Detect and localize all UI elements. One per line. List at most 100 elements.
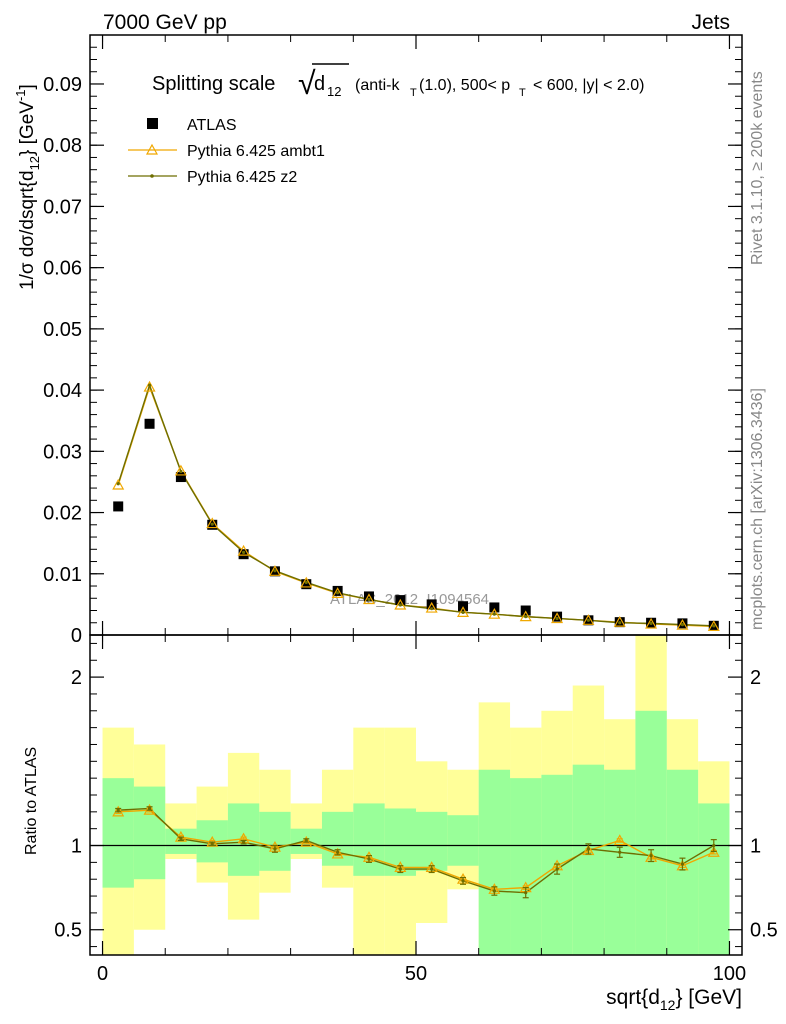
legend-entry-z2: Pythia 6.425 z2 <box>128 169 297 186</box>
title-paren-a-sub: T <box>410 87 417 99</box>
atlas-point <box>426 599 437 610</box>
z2-point <box>367 597 371 602</box>
ambt1-point <box>362 593 376 605</box>
ratio-point-z2 <box>179 837 183 841</box>
title-sqrt-sub: 12 <box>327 84 341 99</box>
ratio-ylabel: Ratio to ATLAS <box>23 747 40 855</box>
ratio-plot <box>90 635 742 955</box>
ambt1-point <box>112 478 125 490</box>
ratio-band-green <box>353 803 385 876</box>
chart-title: Splitting scale √ d 12 (anti-k T (1.0), … <box>152 63 645 101</box>
atlas-point <box>301 579 312 590</box>
atlas-point <box>363 591 374 602</box>
z2-point <box>210 522 214 526</box>
ratio-band-green <box>572 764 605 955</box>
ratio-band-green <box>133 786 166 880</box>
atlas-point <box>144 418 155 429</box>
z2-point <box>618 621 622 625</box>
header-energy-label: 7000 GeV pp <box>103 11 227 34</box>
title-paren-a: (anti-k <box>355 77 400 94</box>
ratio-band-green <box>604 769 636 955</box>
header-process-label: Jets <box>691 11 730 34</box>
ratio-point-z2 <box>304 838 308 843</box>
ambt1-point <box>488 607 501 619</box>
title-prefix: Splitting scale <box>152 73 275 95</box>
z2-point <box>712 624 716 628</box>
legend-entry-ambt1: Pythia 6.425 ambt1 <box>128 143 325 160</box>
z2-point <box>680 622 685 627</box>
ratio-point-z2 <box>555 867 559 871</box>
ratio-line-ambt1 <box>118 809 715 891</box>
z2-point <box>555 616 559 621</box>
main-ytick-label: 0.07 <box>43 196 82 218</box>
z2-point <box>273 569 277 573</box>
ratio-point-z2 <box>147 806 152 811</box>
main-ytick-label: 0.06 <box>43 258 82 280</box>
ratio-point-z2 <box>680 862 685 866</box>
title-paren-c: < 600, |y| < 2.0) <box>533 77 645 94</box>
ratio-point-z2 <box>618 850 622 854</box>
ratio-ytick-label: 0.5 <box>54 920 82 942</box>
legend-ambt1-label: Pythia 6.425 ambt1 <box>187 143 325 160</box>
main-ytick-label: 0 <box>71 625 82 647</box>
ratio-point-z2 <box>586 847 591 851</box>
ambt1-point <box>551 612 564 624</box>
rivet-version-label: Rivet 3.1.10, ≥ 200k events <box>749 71 766 265</box>
ambt1-point <box>331 587 344 598</box>
ratio-point-z2 <box>241 840 246 844</box>
title-paren-b: (1.0), 500< p <box>419 77 510 94</box>
ratio-band-green <box>478 769 511 955</box>
z2-point <box>304 580 308 584</box>
atlas-point <box>332 585 343 596</box>
z2-point <box>241 550 246 554</box>
z2-point <box>461 610 465 614</box>
main-ytick-label: 0.02 <box>43 503 82 525</box>
title-sqrt-symbol: √ <box>298 65 316 101</box>
ambt1-point <box>425 601 438 613</box>
ratio-xlabel: sqrt{d12} [GeV] <box>606 986 742 1013</box>
ratio-ytick-label-right: 1 <box>750 836 761 858</box>
ratio-point-z2 <box>273 847 277 851</box>
ambt1-point <box>394 598 407 610</box>
atlas-point <box>113 501 124 512</box>
ratio-point-z2 <box>430 867 434 871</box>
ratio-ytick-label: 1 <box>71 836 82 858</box>
atlas-point <box>238 549 249 560</box>
xtick-label: 0 <box>97 963 108 985</box>
main-ytick-label: 0.05 <box>43 319 82 341</box>
ratio-point-z2 <box>712 843 716 848</box>
ambt1-point <box>707 620 720 632</box>
ratio-point-z2 <box>367 857 371 861</box>
legend-atlas-label: ATLAS <box>187 117 237 134</box>
legend: ATLAS Pythia 6.425 ambt1 Pythia 6.425 z2 <box>128 117 325 186</box>
ratio-ytick-label-right: 2 <box>750 667 761 689</box>
z2-point <box>336 591 340 595</box>
ratio-band-green <box>321 811 354 866</box>
atlas-point <box>552 611 563 622</box>
ratio-band-green <box>698 803 730 955</box>
legend-ambt1-marker <box>145 143 159 155</box>
main-ytick-label: 0.01 <box>43 564 82 586</box>
atlas-point <box>489 602 500 613</box>
ambt1-point <box>676 618 689 630</box>
ambt1-point <box>237 544 250 556</box>
ambt1-point <box>456 606 470 617</box>
ratio-point-z2 <box>461 879 465 883</box>
ambt1-point <box>645 617 658 629</box>
main-ytick-label: 0.09 <box>43 74 82 96</box>
legend-atlas-marker <box>147 118 158 129</box>
z2-point <box>524 615 528 619</box>
legend-entry-atlas: ATLAS <box>147 117 237 134</box>
xtick-label: 50 <box>405 963 427 985</box>
legend-z2-label: Pythia 6.425 z2 <box>187 169 297 186</box>
ratio-point-z2 <box>524 891 528 895</box>
ratio-ytick-label-right: 0.5 <box>750 920 778 942</box>
mcplots-label: mcplots.cern.ch [arXiv:1306.3436] <box>749 388 766 630</box>
legend-z2-marker <box>150 174 154 178</box>
title-paren-b-sub: T <box>519 87 526 99</box>
z2-point <box>492 612 496 616</box>
ratio-point-z2 <box>649 854 653 858</box>
ratio-band-green <box>416 811 448 871</box>
z2-point <box>398 603 402 607</box>
